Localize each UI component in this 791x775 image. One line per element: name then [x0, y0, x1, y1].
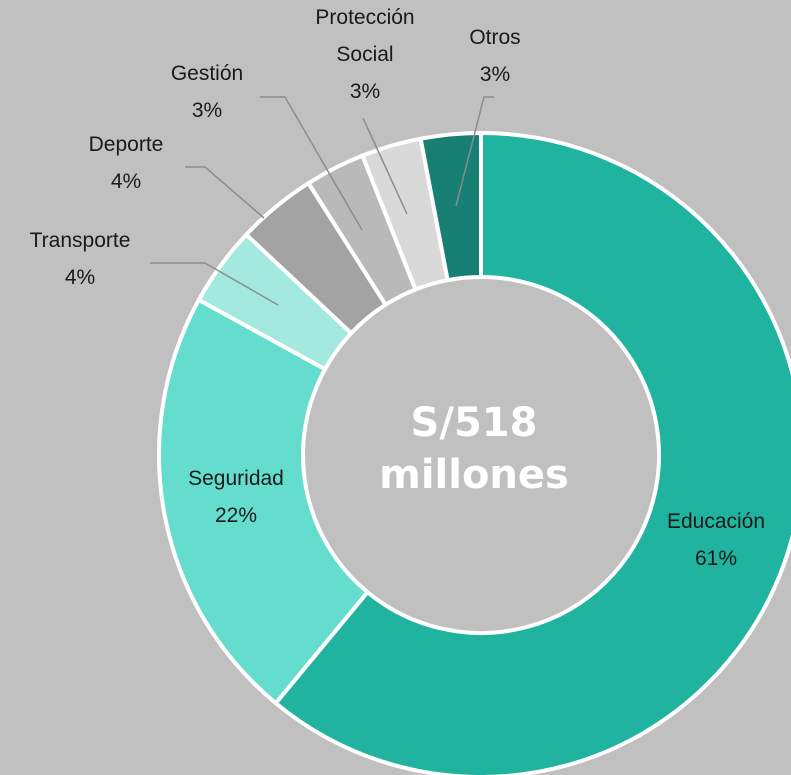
- center-label-line-2: millones: [379, 452, 569, 498]
- slice-seguridad: [157, 297, 370, 706]
- slice-label-proteccion-social: Protección Social 3%: [315, 6, 414, 103]
- slice-value-label: 3%: [192, 99, 222, 122]
- slice-value-label: 3%: [480, 63, 510, 86]
- donut-slices: [157, 131, 791, 775]
- slice-name-label: Protección: [315, 6, 414, 29]
- slice-name-label: Educación: [667, 510, 765, 533]
- slice-label-seguridad: Seguridad 22%: [188, 467, 284, 527]
- center-label: S/518 millones: [379, 400, 569, 498]
- leader-line-otros: [455, 96, 494, 207]
- leader-line-proteccion-social: [362, 117, 408, 215]
- leader-line-gestion: [260, 96, 363, 231]
- slice-value-label: 61%: [695, 547, 737, 570]
- slice-educacion: [273, 131, 791, 775]
- slice-name-label: Seguridad: [188, 467, 284, 490]
- slice-labels: Educación 61%Seguridad 22%Transporte 4%Depo…: [30, 6, 765, 570]
- slice-label-deporte: Deporte 4%: [89, 133, 164, 193]
- slice-label-transporte: Transporte 4%: [30, 229, 131, 289]
- slice-value-label: 4%: [111, 170, 141, 193]
- leader-lines: [150, 96, 494, 306]
- center-label-line-1: S/518: [411, 400, 538, 446]
- slice-label-educacion: Educación 61%: [667, 510, 765, 570]
- slice-value-label: 22%: [215, 504, 257, 527]
- slice-name-label: Otros: [469, 26, 520, 49]
- leader-line-transporte: [150, 262, 279, 306]
- slice-name-label: Social: [336, 43, 393, 66]
- slice-name-label: Transporte: [30, 229, 131, 252]
- slice-name-label: Gestión: [171, 62, 243, 85]
- leader-line-deporte: [185, 166, 265, 219]
- slice-label-otros: Otros 3%: [469, 26, 520, 86]
- slice-name-label: Deporte: [89, 133, 164, 156]
- slice-value-label: 4%: [65, 266, 95, 289]
- slice-label-gestion: Gestión 3%: [171, 62, 243, 122]
- slice-value-label: 3%: [350, 80, 380, 103]
